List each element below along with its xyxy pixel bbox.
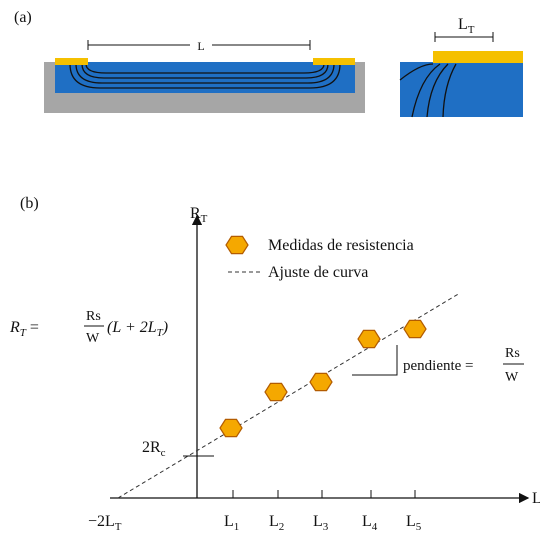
x-tick-label: L5 (406, 513, 422, 533)
text: R (190, 205, 201, 222)
diagram: (a) L LT (b) RT L Medidas de resistencia… (0, 0, 540, 551)
text: R (9, 319, 20, 336)
formula-rest: (L + 2LT) (107, 319, 168, 339)
hexagon (404, 320, 426, 337)
device-right (400, 37, 523, 117)
legend-text: Ajuste de curva (268, 264, 368, 281)
text: L (406, 513, 416, 530)
text: 4 (372, 521, 378, 533)
panel-label: (b) (20, 195, 39, 212)
legend-text: Medidas de resistencia (268, 237, 414, 254)
text: ) (162, 319, 168, 336)
transfer-label: LT (458, 16, 475, 36)
text: T (20, 327, 27, 339)
text: L (224, 513, 234, 530)
hexagon (310, 373, 332, 390)
hexagon (220, 419, 242, 436)
device-left (44, 45, 365, 113)
x-axis-label: L (532, 490, 540, 507)
intercept-label: 2Rc (142, 439, 166, 459)
hexagon (265, 383, 287, 400)
text: L (269, 513, 279, 530)
text: 2R (142, 439, 161, 456)
slope-num: Rs (505, 346, 520, 361)
text: = (30, 319, 39, 336)
text: L (362, 513, 372, 530)
hexagon (358, 330, 380, 347)
formula-num: Rs (86, 309, 101, 324)
text: (L + 2L (107, 319, 157, 336)
slope-text: pendiente = (403, 358, 474, 374)
text: L (458, 16, 468, 33)
slope-den: W (505, 370, 519, 385)
text: 3 (323, 521, 329, 533)
y-axis-label: RT (190, 205, 208, 225)
slope-triangle (352, 345, 397, 375)
formula: RT= (9, 319, 39, 339)
text: T (468, 24, 475, 36)
text: L (313, 513, 323, 530)
text: T (115, 521, 122, 533)
panel-label: (a) (14, 9, 32, 26)
x-tick-label: L3 (313, 513, 329, 533)
text: 2 (279, 521, 285, 533)
text: 1 (234, 521, 240, 533)
x-intercept-label: −2LT (88, 513, 122, 533)
hexagon (226, 236, 248, 253)
x-tick-label: L4 (362, 513, 378, 533)
length-label: L (197, 39, 204, 53)
text: T (201, 213, 208, 225)
text: −2L (88, 513, 115, 530)
x-tick-label: L2 (269, 513, 284, 533)
formula-den: W (86, 331, 100, 346)
text: c (161, 447, 166, 459)
text: 5 (416, 521, 422, 533)
x-tick-label: L1 (224, 513, 239, 533)
